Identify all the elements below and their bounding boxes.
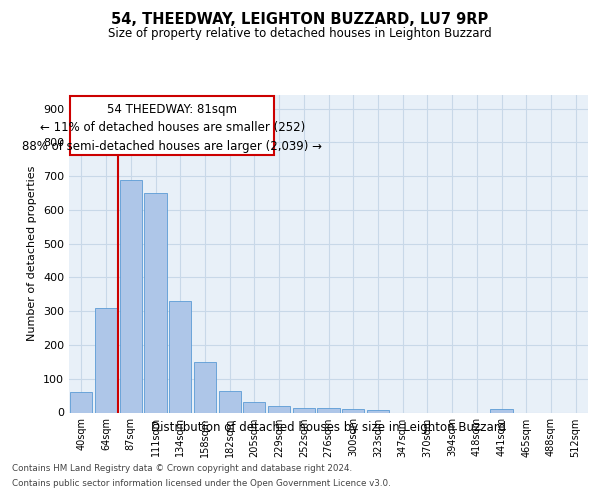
Text: Size of property relative to detached houses in Leighton Buzzard: Size of property relative to detached ho… <box>108 28 492 40</box>
Bar <box>317 408 340 412</box>
Bar <box>243 402 265 412</box>
Bar <box>145 192 167 412</box>
Bar <box>218 391 241 412</box>
Y-axis label: Number of detached properties: Number of detached properties <box>28 166 37 342</box>
Text: 54, THEEDWAY, LEIGHTON BUZZARD, LU7 9RP: 54, THEEDWAY, LEIGHTON BUZZARD, LU7 9RP <box>112 12 488 28</box>
Bar <box>194 362 216 412</box>
Text: 54 THEEDWAY: 81sqm: 54 THEEDWAY: 81sqm <box>107 103 237 116</box>
Bar <box>367 410 389 412</box>
Text: Distribution of detached houses by size in Leighton Buzzard: Distribution of detached houses by size … <box>151 421 506 434</box>
Text: ← 11% of detached houses are smaller (252): ← 11% of detached houses are smaller (25… <box>40 122 305 134</box>
Text: Contains public sector information licensed under the Open Government Licence v3: Contains public sector information licen… <box>12 479 391 488</box>
Bar <box>293 408 315 412</box>
Bar <box>119 180 142 412</box>
Bar <box>95 308 117 412</box>
Bar <box>70 392 92 412</box>
Bar <box>70 96 274 155</box>
Bar <box>490 410 512 412</box>
Text: 88% of semi-detached houses are larger (2,039) →: 88% of semi-detached houses are larger (… <box>22 140 322 153</box>
Bar <box>342 409 364 412</box>
Bar <box>169 301 191 412</box>
Bar <box>268 406 290 412</box>
Text: Contains HM Land Registry data © Crown copyright and database right 2024.: Contains HM Land Registry data © Crown c… <box>12 464 352 473</box>
